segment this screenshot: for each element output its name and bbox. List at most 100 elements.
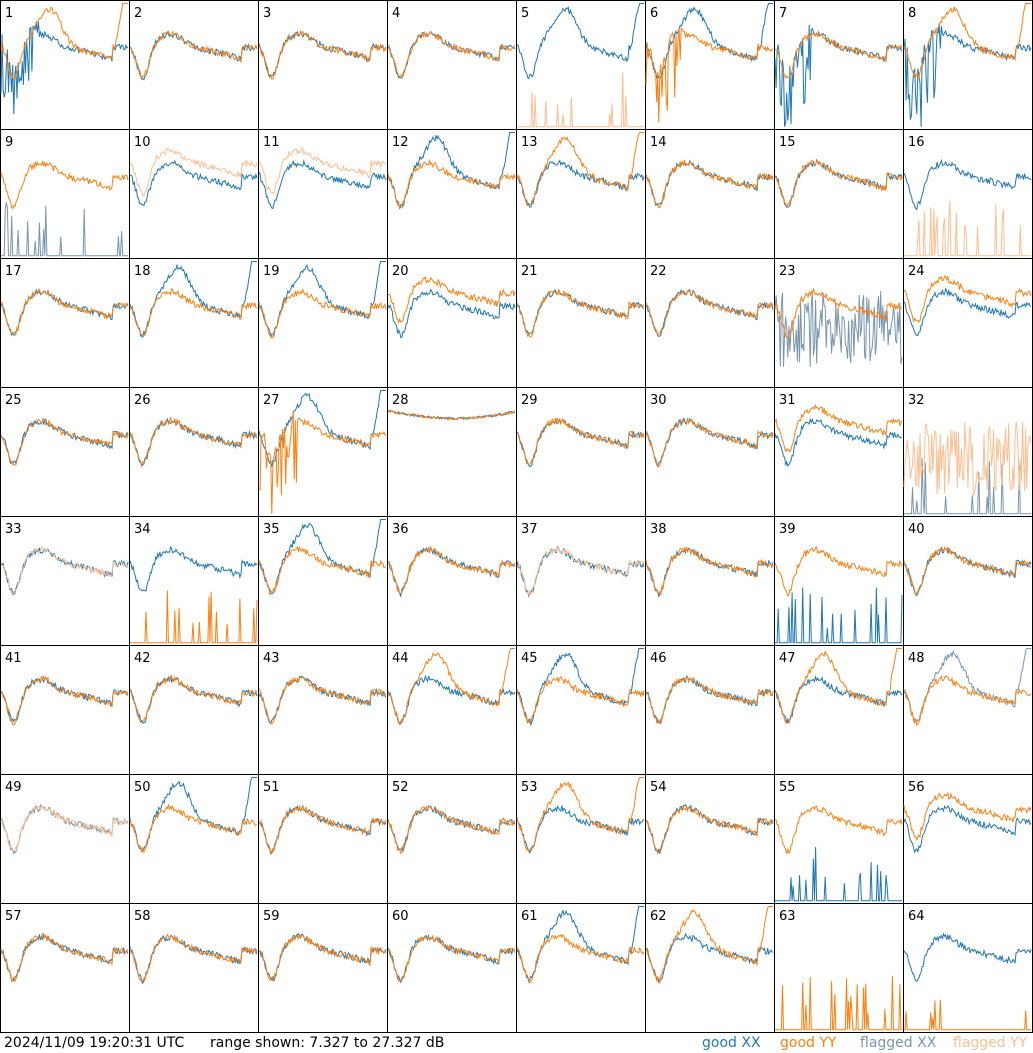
panel-number: 54 bbox=[650, 780, 667, 795]
panel-number: 37 bbox=[521, 522, 538, 537]
series-yy-line bbox=[645, 805, 774, 854]
series-yy-line bbox=[387, 409, 516, 421]
series-yy-line bbox=[0, 675, 129, 726]
series-yy-line bbox=[387, 546, 516, 595]
series-xx-line bbox=[258, 159, 387, 210]
panel-number: 31 bbox=[779, 393, 796, 408]
series-yy-line bbox=[129, 147, 258, 197]
panel-number: 35 bbox=[263, 522, 280, 537]
series-xx-line bbox=[129, 934, 258, 984]
panel-36: 36 bbox=[387, 516, 517, 646]
series-yy-line bbox=[129, 416, 258, 468]
panel-19: 19 bbox=[258, 258, 388, 388]
series-yy-line bbox=[0, 933, 129, 984]
series-xx-line bbox=[775, 847, 902, 902]
panel-13: 13 bbox=[516, 129, 646, 259]
panel-number: 8 bbox=[908, 6, 916, 21]
series-yy-line bbox=[516, 675, 645, 725]
series-yy-line bbox=[645, 418, 774, 467]
panel-48: 48 bbox=[903, 645, 1033, 775]
panel-border bbox=[0, 129, 130, 259]
range-label: range shown: 7.327 to 27.327 dB bbox=[210, 1035, 445, 1051]
panel-number: 56 bbox=[908, 780, 925, 795]
series-xx-line bbox=[258, 261, 386, 339]
panel-number: 27 bbox=[263, 393, 280, 408]
panel-number: 47 bbox=[779, 651, 796, 666]
panel-15: 15 bbox=[774, 129, 904, 259]
series-yy-line bbox=[258, 932, 387, 982]
series-xx-line bbox=[516, 159, 645, 208]
panel-number: 58 bbox=[134, 909, 151, 924]
panel-49: 49 bbox=[0, 774, 130, 904]
series-yy-line bbox=[129, 803, 258, 854]
panel-number: 53 bbox=[521, 780, 538, 795]
panel-number: 25 bbox=[5, 393, 22, 408]
panel-61: 61 bbox=[516, 903, 646, 1033]
series-yy-line bbox=[129, 933, 258, 983]
series-yy-line bbox=[387, 158, 516, 209]
panel-7: 7 bbox=[774, 0, 904, 130]
panel-number: 11 bbox=[263, 135, 280, 150]
footer-bar: 2024/11/09 19:20:31 UTC range shown: 7.3… bbox=[0, 1033, 1033, 1053]
panel-52: 52 bbox=[387, 774, 517, 904]
series-yy-line bbox=[258, 30, 387, 80]
series-yy-line bbox=[645, 159, 774, 209]
panel-number: 9 bbox=[5, 135, 13, 150]
panel-51: 51 bbox=[258, 774, 388, 904]
series-yy-line bbox=[516, 933, 645, 984]
panel-number: 57 bbox=[5, 909, 22, 924]
series-xx-line bbox=[0, 932, 129, 982]
series-xx-line bbox=[645, 3, 773, 79]
series-yy-line bbox=[0, 3, 128, 81]
series-yy-line bbox=[258, 147, 387, 195]
series-xx-line bbox=[645, 804, 774, 855]
panel-60: 60 bbox=[387, 903, 517, 1033]
series-yy-line bbox=[258, 804, 387, 856]
panel-border bbox=[0, 0, 130, 130]
panel-number: 60 bbox=[392, 909, 409, 924]
panel-number: 17 bbox=[5, 264, 22, 279]
panel-number: 18 bbox=[134, 264, 151, 279]
panel-22: 22 bbox=[645, 258, 775, 388]
series-yy-line bbox=[0, 160, 129, 210]
series-xx-line bbox=[774, 674, 903, 724]
series-xx-line bbox=[387, 132, 515, 210]
panel-number: 16 bbox=[908, 135, 925, 150]
series-xx-line bbox=[387, 288, 516, 338]
panel-11: 11 bbox=[258, 129, 388, 259]
series-yy-line bbox=[387, 648, 515, 726]
panel-number: 51 bbox=[263, 780, 280, 795]
panel-number: 5 bbox=[521, 6, 529, 21]
legend-flagged-xx: flagged XX bbox=[860, 1035, 937, 1051]
panel-3: 3 bbox=[258, 0, 388, 130]
panel-26: 26 bbox=[129, 387, 259, 517]
series-xx-line bbox=[516, 545, 645, 598]
series-xx-line bbox=[516, 3, 644, 80]
series-yy-line bbox=[774, 158, 903, 209]
series-xx-line bbox=[0, 547, 129, 596]
series-xx-line bbox=[1, 202, 128, 257]
panel-63: 63 bbox=[774, 903, 904, 1033]
series-xx-line bbox=[0, 676, 129, 723]
series-yy-line bbox=[516, 777, 644, 851]
series-yy-line bbox=[516, 289, 645, 338]
series-xx-line bbox=[903, 159, 1032, 211]
panel-16: 16 bbox=[903, 129, 1033, 259]
series-xx-line bbox=[775, 158, 903, 208]
series-xx-line bbox=[516, 289, 645, 336]
series-yy-line bbox=[387, 30, 516, 78]
series-yy-line bbox=[0, 805, 129, 852]
series-xx-line bbox=[903, 545, 1032, 596]
panel-9: 9 bbox=[0, 129, 130, 259]
panel-17: 17 bbox=[0, 258, 130, 388]
series-yy-line bbox=[258, 676, 387, 725]
panel-number: 28 bbox=[392, 393, 409, 408]
panel-43: 43 bbox=[258, 645, 388, 775]
panel-47: 47 bbox=[774, 645, 904, 775]
series-yy-line bbox=[517, 72, 644, 128]
panel-64: 64 bbox=[903, 903, 1033, 1033]
panel-number: 20 bbox=[392, 264, 409, 279]
panel-number: 49 bbox=[5, 780, 22, 795]
series-yy-line bbox=[387, 934, 516, 982]
panel-30: 30 bbox=[645, 387, 775, 517]
